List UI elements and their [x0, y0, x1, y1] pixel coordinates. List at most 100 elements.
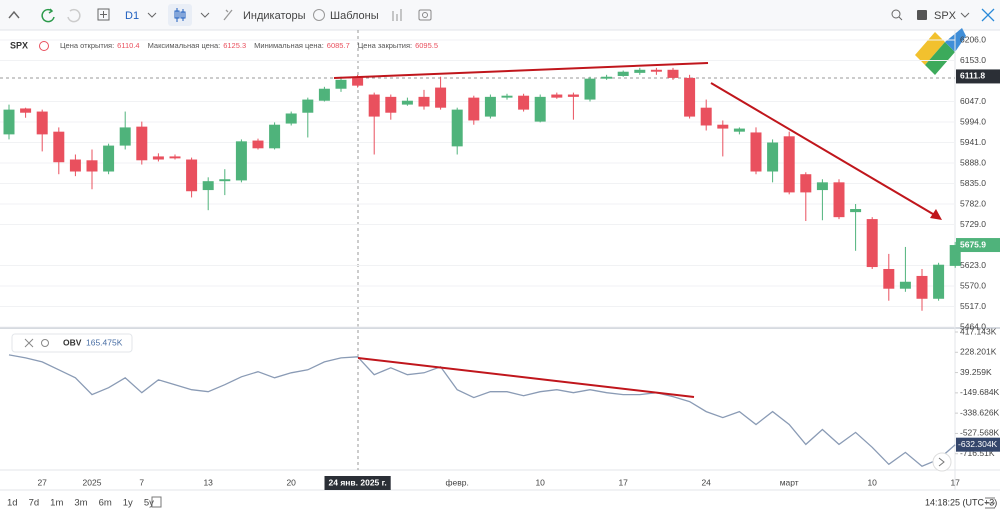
obv-tick-label: 228.201K	[960, 347, 997, 357]
obv-line	[8, 354, 956, 467]
range-button[interactable]: 1d	[7, 498, 18, 509]
range-button[interactable]: 1m	[50, 498, 63, 509]
collapse-button[interactable]	[8, 10, 20, 19]
obv-trend-line	[357, 357, 695, 398]
range-button[interactable]: 7d	[29, 498, 40, 509]
candle-body	[717, 124, 729, 129]
time-tick-label: 24	[701, 477, 711, 487]
crosshair-price-box	[956, 69, 1000, 84]
range-button[interactable]: 3m	[74, 498, 87, 509]
obv-tick-label: 39.259K	[960, 367, 992, 377]
candle-body	[634, 69, 646, 73]
candle-body	[850, 209, 862, 213]
timeframe[interactable]: D1	[125, 10, 139, 22]
screenshot-button[interactable]	[418, 9, 432, 21]
range-button[interactable]: 6m	[99, 498, 112, 509]
time-tick-label: март	[780, 477, 799, 487]
undo-button[interactable]	[41, 8, 55, 23]
close-indicator[interactable]	[24, 338, 34, 348]
candle-body	[252, 140, 264, 149]
calendar-button[interactable]	[151, 496, 162, 508]
settings-button[interactable]	[985, 497, 995, 509]
symbol-selector[interactable]: SPX	[934, 10, 957, 22]
time-tick-label: 7	[139, 477, 144, 487]
redo-button[interactable]	[67, 8, 81, 23]
candle-body	[601, 76, 613, 79]
add-icon	[100, 11, 107, 18]
candle-body	[69, 159, 81, 172]
add-button[interactable]	[97, 8, 110, 21]
candle-body	[202, 181, 214, 191]
time-tick-label: февр.	[446, 477, 469, 487]
candle-body	[103, 145, 115, 172]
candle-body	[418, 96, 430, 107]
templates-button[interactable]: Шаблоны	[330, 10, 379, 22]
price-tick-label: 6047.0	[960, 96, 986, 106]
dropdown[interactable]	[200, 12, 210, 18]
candle-body	[501, 95, 513, 98]
obv-tick-label: -338.626K	[960, 407, 1000, 417]
obv-name: OBV	[63, 337, 82, 347]
candle-body	[916, 275, 928, 299]
footer: 1d 7d 1m 3m 6m 1y 5y	[7, 498, 154, 509]
candle-body	[518, 95, 530, 110]
candle-body	[750, 132, 762, 172]
obv-tick-label: -149.684K	[960, 387, 1000, 397]
time-tick-label: 17	[618, 477, 628, 487]
candle-icon	[176, 8, 184, 22]
scroll-button[interactable]	[932, 452, 952, 472]
candle-body	[86, 160, 98, 172]
candle-body	[650, 69, 662, 72]
candle-body	[584, 78, 596, 100]
candle-body	[269, 124, 281, 149]
indicators-button[interactable]: Индикаторы	[243, 10, 306, 22]
candle-body	[451, 109, 463, 147]
screenshot-icon	[422, 12, 428, 18]
clock-time: 14:18:25 (UTC+3)	[925, 497, 997, 507]
save-icon[interactable]	[917, 10, 927, 20]
candle-body	[435, 87, 447, 108]
candle-body	[36, 111, 48, 135]
price-tick-label: 6206.0	[960, 34, 986, 44]
candle-body	[866, 219, 878, 268]
candle-body	[883, 268, 895, 289]
bars-icon[interactable]	[392, 9, 402, 21]
chart-type-button[interactable]	[168, 4, 192, 26]
price-tick-label: 6153.0	[960, 55, 986, 65]
price-tick-label: 5464.0	[960, 321, 986, 331]
candle-body	[933, 264, 945, 299]
settings-indicator[interactable]	[41, 339, 49, 347]
fullscreen-button[interactable]	[981, 8, 995, 22]
candle-body	[302, 99, 314, 113]
candle-body	[816, 182, 828, 191]
candle-body	[186, 159, 198, 192]
candle-body	[136, 126, 148, 161]
obv-value: 165.475K	[86, 337, 123, 347]
indicators-icon	[223, 9, 233, 21]
candle-body	[899, 281, 911, 289]
dropdown[interactable]	[960, 12, 970, 18]
info-label: Цена открытия:	[60, 41, 114, 50]
candle-body	[551, 94, 563, 98]
crosshair-price: 6111.8	[960, 71, 985, 81]
trend-line	[333, 62, 709, 79]
candle-body	[733, 128, 745, 132]
info-symbol: SPX	[10, 40, 28, 50]
candle-body	[667, 69, 679, 78]
time-tick-label: 27	[37, 477, 47, 487]
price-tick-label: 5623.0	[960, 260, 986, 270]
price-tick-label: 5888.0	[960, 157, 986, 167]
obv-current: -632.304K	[958, 439, 998, 449]
range-button[interactable]: 5y	[144, 498, 154, 509]
search-button[interactable]	[891, 9, 901, 19]
candle-body	[3, 109, 15, 135]
price-tick-label: 5782.0	[960, 198, 986, 208]
candle-body	[235, 141, 247, 181]
info-value: 6095.5	[415, 41, 438, 50]
candle-body	[534, 96, 546, 122]
last-price: 5675.9	[960, 239, 986, 249]
range-button[interactable]: 1y	[123, 498, 133, 509]
info-label: Максимальная цена:	[148, 41, 221, 50]
dropdown[interactable]	[147, 12, 157, 18]
